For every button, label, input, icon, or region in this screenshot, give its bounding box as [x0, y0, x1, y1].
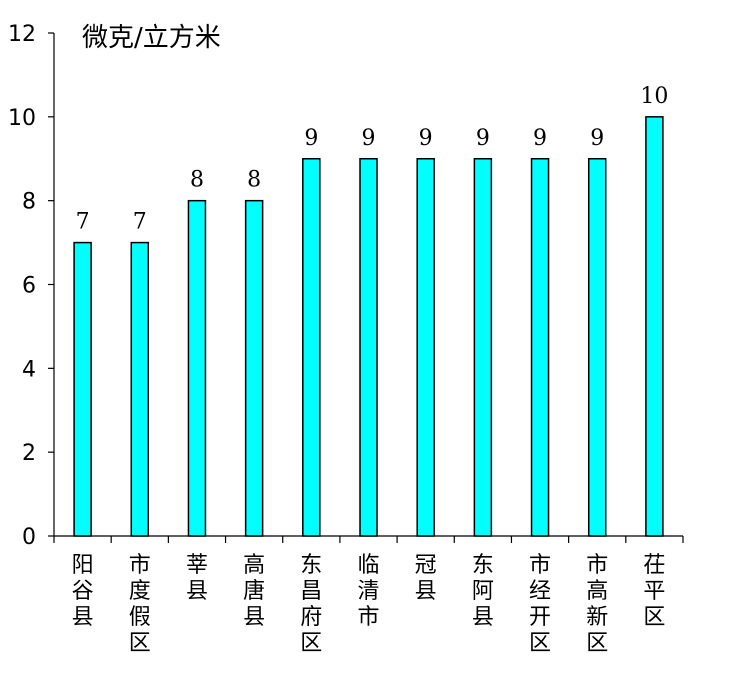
category-label: 临清市	[357, 553, 379, 630]
category-label: 市经开区	[529, 553, 551, 656]
unit-label: 微克/立方米	[82, 23, 221, 53]
bar	[359, 158, 378, 537]
bar	[130, 241, 150, 537]
y-tick-label: 0	[22, 525, 36, 550]
category-label: 莘县	[186, 553, 208, 604]
category-label: 市高新区	[586, 553, 608, 656]
y-tick-label: 6	[22, 274, 36, 299]
data-label: 9	[476, 126, 490, 151]
data-label: 7	[133, 210, 147, 235]
data-labels: 7 阳谷县 7 市度假区 8 莘县 8 高唐县 9 东昌府区 9 临清市 9 冠县 9 东阿县 9 市经开区 9 市高…	[72, 84, 669, 656]
category-label: 茌平区	[643, 553, 665, 630]
category-label: 东阿县	[472, 553, 494, 630]
data-label: 8	[190, 168, 204, 193]
bar	[187, 199, 207, 537]
category-label: 阳谷县	[72, 553, 94, 630]
y-tick-label: 8	[22, 190, 36, 215]
bars	[73, 116, 664, 537]
data-label: 9	[419, 126, 433, 151]
category-label: 东昌府区	[300, 553, 322, 656]
bar	[244, 199, 264, 537]
data-label: 7	[76, 210, 90, 235]
data-label: 9	[304, 126, 318, 151]
bar	[587, 158, 607, 537]
bar	[416, 158, 435, 537]
data-label: 8	[247, 168, 261, 193]
data-label: 10	[640, 84, 668, 109]
category-label: 冠县	[415, 553, 437, 604]
data-label: 9	[533, 126, 547, 151]
bar	[530, 158, 550, 537]
bar	[73, 241, 92, 537]
y-tick-label: 4	[22, 357, 36, 382]
y-tick-label: 12	[8, 22, 36, 47]
bar	[645, 116, 664, 537]
axes: 0 2 4 6 8 10 12	[8, 22, 684, 550]
bar	[473, 158, 493, 537]
category-label: 高唐县	[243, 553, 265, 630]
category-label: 市度假区	[129, 553, 151, 656]
y-tick-label: 2	[22, 441, 36, 466]
data-label: 9	[362, 126, 376, 151]
y-tick-label: 10	[8, 106, 36, 131]
bar	[302, 158, 321, 537]
data-label: 9	[590, 126, 604, 151]
